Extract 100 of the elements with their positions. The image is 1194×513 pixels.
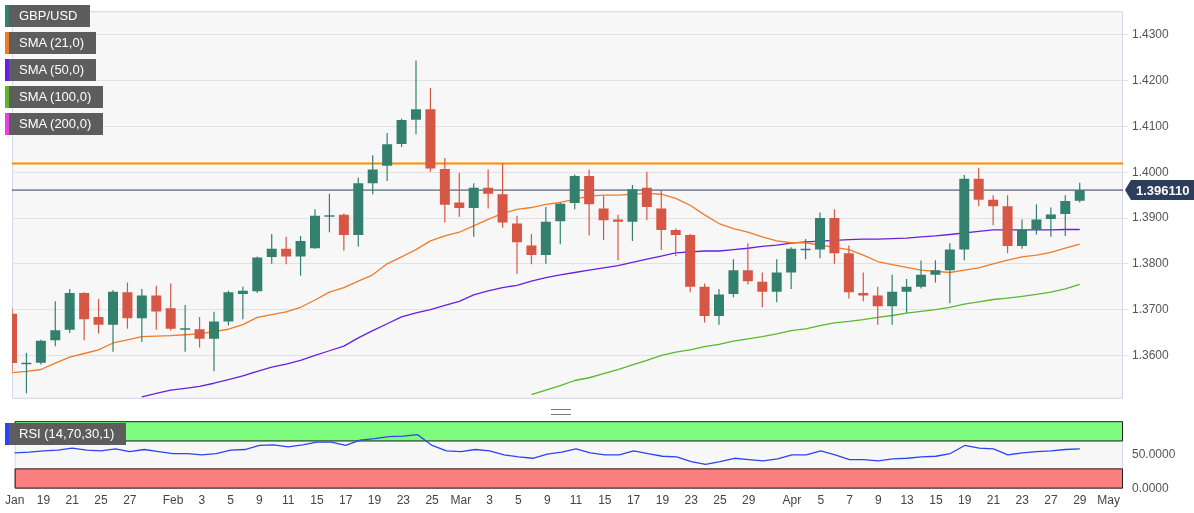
x-tick-label: 5 xyxy=(817,493,825,508)
y-tick-label: 1.3900 xyxy=(1132,210,1170,225)
candlestick xyxy=(367,154,378,195)
x-tick-label: 23 xyxy=(1015,493,1030,508)
x-tick-label: 21 xyxy=(65,493,80,508)
y-tick-label: 0.0000 xyxy=(1132,480,1170,495)
candlestick xyxy=(295,235,306,277)
x-tick-label: 21 xyxy=(986,493,1001,508)
x-tick-label: 9 xyxy=(874,493,882,508)
x-tick-label: 27 xyxy=(123,493,137,508)
x-tick-label: 25 xyxy=(425,493,440,508)
candlestick xyxy=(1060,194,1071,237)
candlestick xyxy=(151,285,162,331)
x-tick-label: 9 xyxy=(543,493,551,508)
x-tick-label: 23 xyxy=(396,493,411,508)
candlestick xyxy=(1031,203,1042,236)
candlestick xyxy=(209,311,219,372)
x-tick-label: 19 xyxy=(957,493,972,508)
legend-label: RSI (14,70,30,1) xyxy=(5,423,127,445)
x-tick-label: 11 xyxy=(281,493,295,508)
candlestick xyxy=(944,242,955,304)
y-tick-label: 1.4300 xyxy=(1132,27,1170,42)
candlestick xyxy=(180,304,191,353)
x-tick-label: 17 xyxy=(626,493,641,508)
x-tick-label: 25 xyxy=(94,493,109,508)
x-tick-label: 5 xyxy=(227,493,235,508)
x-tick-label: 29 xyxy=(742,493,756,508)
x-tick-label: Jan xyxy=(4,493,25,508)
legend-label: SMA (200,0) xyxy=(5,113,104,135)
candlestick xyxy=(194,316,205,349)
candlestick xyxy=(656,190,667,251)
x-tick-label: 19 xyxy=(655,493,670,508)
candlestick xyxy=(887,274,898,326)
candlestick xyxy=(454,172,465,218)
candlestick xyxy=(757,271,768,308)
candlestick xyxy=(50,300,61,347)
candlestick xyxy=(382,132,393,182)
candlestick xyxy=(973,167,984,207)
x-tick-label: 19 xyxy=(36,493,51,508)
y-tick-label: 1.4000 xyxy=(1132,164,1170,179)
candlestick xyxy=(266,233,277,265)
candlestick xyxy=(512,215,522,275)
candlestick xyxy=(930,259,941,284)
candlestick xyxy=(714,288,724,326)
y-tick-label: 1.4100 xyxy=(1132,118,1170,133)
candlestick xyxy=(35,339,46,366)
candlestick xyxy=(670,227,681,257)
x-tick-label: 15 xyxy=(310,493,324,508)
x-tick-label: 3 xyxy=(198,493,206,508)
candlestick xyxy=(1074,182,1085,204)
x-tick-label: Feb xyxy=(162,493,184,508)
candlestick xyxy=(93,298,104,335)
candlestick xyxy=(136,288,147,343)
candlestick xyxy=(324,193,335,233)
candlestick xyxy=(1017,218,1027,250)
candlestick xyxy=(1045,206,1056,238)
candlestick xyxy=(411,60,421,135)
candlestick xyxy=(483,168,494,210)
candlestick xyxy=(901,278,912,314)
candlestick xyxy=(555,201,566,245)
candlestick xyxy=(396,118,407,148)
x-tick-label: Mar xyxy=(450,493,472,508)
candlestick xyxy=(468,182,479,238)
x-tick-label: 25 xyxy=(713,493,727,508)
y-tick-label: 1.4200 xyxy=(1132,73,1170,88)
x-tick-label: 19 xyxy=(367,493,382,508)
legend-label: SMA (100,0) xyxy=(5,86,104,108)
candlestick xyxy=(771,258,782,303)
x-tick-label: 7 xyxy=(846,493,854,508)
candlestick xyxy=(728,258,739,298)
candlestick xyxy=(598,195,609,241)
candlestick xyxy=(742,242,753,285)
legend-label: SMA (21,0) xyxy=(5,32,97,54)
legend-label: SMA (50,0) xyxy=(5,59,97,81)
x-tick-label: 9 xyxy=(256,493,264,508)
x-tick-label: Apr xyxy=(782,493,802,508)
y-tick-label: 50.0000 xyxy=(1132,447,1176,462)
x-tick-label: 3 xyxy=(486,493,494,508)
candlestick xyxy=(613,214,623,261)
y-tick-label: 1.3800 xyxy=(1132,256,1170,271)
candlestick xyxy=(237,286,248,320)
x-tick-label: 5 xyxy=(515,493,523,508)
candlestick xyxy=(988,194,999,226)
candlestick xyxy=(641,171,652,221)
candlestick xyxy=(526,233,537,265)
x-tick-label: 13 xyxy=(900,493,915,508)
x-tick-label: 15 xyxy=(929,493,943,508)
x-tick-label: 15 xyxy=(598,493,612,508)
candlestick xyxy=(872,286,883,326)
candlestick xyxy=(281,236,292,265)
x-tick-label: 23 xyxy=(684,493,699,508)
candlestick xyxy=(786,246,797,290)
x-tick-label: 29 xyxy=(1073,493,1087,508)
x-tick-label: 11 xyxy=(569,493,583,508)
candlestick xyxy=(165,282,176,332)
legend-label: GBP/USD xyxy=(5,5,90,27)
y-tick-label: 1.3700 xyxy=(1132,301,1170,316)
y-tick-label: 1.3600 xyxy=(1132,347,1170,362)
candlestick xyxy=(916,260,926,290)
x-tick-label: May xyxy=(1097,493,1120,508)
